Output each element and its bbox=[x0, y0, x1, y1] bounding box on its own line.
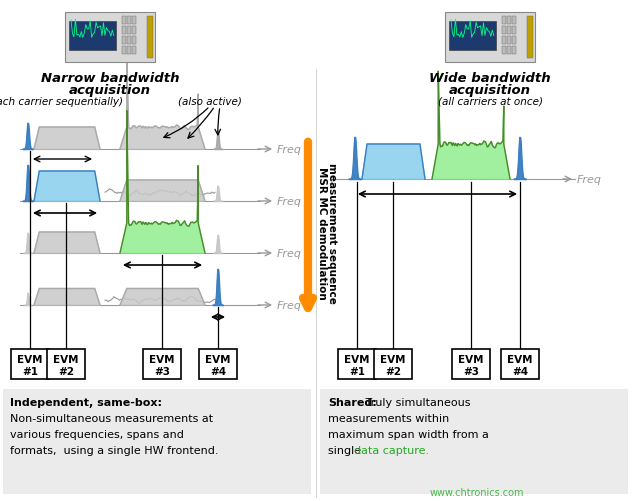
Bar bbox=[512, 27, 516, 35]
Text: www.chtronics.com: www.chtronics.com bbox=[430, 487, 525, 497]
Text: various frequencies, spans and: various frequencies, spans and bbox=[10, 429, 184, 439]
Bar bbox=[507, 17, 511, 25]
Text: measurements within: measurements within bbox=[328, 413, 449, 423]
Polygon shape bbox=[362, 145, 425, 180]
Text: #4: #4 bbox=[210, 366, 226, 376]
Bar bbox=[127, 27, 131, 35]
Bar bbox=[127, 47, 131, 55]
Polygon shape bbox=[34, 232, 100, 254]
Text: Freq: Freq bbox=[277, 248, 302, 259]
Text: EVM: EVM bbox=[53, 354, 79, 364]
FancyBboxPatch shape bbox=[445, 13, 535, 63]
Bar bbox=[501, 349, 539, 379]
Bar bbox=[507, 27, 511, 35]
Bar bbox=[122, 47, 126, 55]
Text: Freq: Freq bbox=[277, 196, 302, 206]
Bar bbox=[127, 17, 131, 25]
Text: Freq: Freq bbox=[577, 175, 602, 185]
Bar bbox=[3, 389, 311, 494]
Text: acquisition: acquisition bbox=[449, 84, 531, 97]
Bar bbox=[502, 37, 506, 45]
Bar bbox=[143, 349, 181, 379]
Polygon shape bbox=[34, 289, 100, 306]
Bar bbox=[132, 47, 136, 55]
Text: #3: #3 bbox=[463, 366, 479, 376]
Bar bbox=[320, 389, 628, 494]
Bar bbox=[122, 27, 126, 35]
Polygon shape bbox=[34, 172, 100, 201]
Bar bbox=[502, 17, 506, 25]
Text: EVM: EVM bbox=[344, 354, 370, 364]
Text: EVM: EVM bbox=[507, 354, 533, 364]
Text: MSR MC demodulation: MSR MC demodulation bbox=[317, 166, 327, 299]
Bar bbox=[449, 22, 495, 51]
Bar bbox=[199, 349, 237, 379]
Bar bbox=[132, 37, 136, 45]
Bar bbox=[69, 22, 116, 51]
Bar bbox=[122, 17, 126, 25]
Bar bbox=[374, 349, 412, 379]
Bar bbox=[127, 37, 131, 45]
Bar bbox=[502, 47, 506, 55]
Polygon shape bbox=[120, 289, 205, 306]
Polygon shape bbox=[120, 64, 205, 150]
Text: data capture.: data capture. bbox=[354, 445, 429, 455]
Bar bbox=[122, 37, 126, 45]
Bar bbox=[512, 17, 516, 25]
Bar bbox=[338, 349, 376, 379]
Text: #1: #1 bbox=[349, 366, 365, 376]
Text: formats,  using a single HW frontend.: formats, using a single HW frontend. bbox=[10, 445, 219, 455]
Text: Independent, same-box:: Independent, same-box: bbox=[10, 397, 162, 407]
Bar bbox=[507, 47, 511, 55]
Bar bbox=[452, 349, 490, 379]
Text: EVM: EVM bbox=[380, 354, 406, 364]
Bar bbox=[47, 349, 85, 379]
Bar bbox=[147, 17, 153, 59]
Text: acquisition: acquisition bbox=[69, 84, 151, 97]
Text: Shared:: Shared: bbox=[328, 397, 377, 407]
Polygon shape bbox=[432, 72, 510, 180]
Text: Freq: Freq bbox=[277, 301, 302, 311]
Bar bbox=[132, 27, 136, 35]
Text: #2: #2 bbox=[385, 366, 401, 376]
Bar bbox=[507, 37, 511, 45]
Bar bbox=[11, 349, 49, 379]
FancyBboxPatch shape bbox=[65, 13, 155, 63]
Polygon shape bbox=[34, 128, 100, 150]
Text: single: single bbox=[328, 445, 365, 455]
Bar bbox=[527, 17, 533, 59]
Text: EVM: EVM bbox=[17, 354, 43, 364]
Text: Truly simultaneous: Truly simultaneous bbox=[362, 397, 470, 407]
Polygon shape bbox=[120, 111, 205, 254]
Text: measurement sequence: measurement sequence bbox=[327, 162, 337, 303]
Text: Freq: Freq bbox=[277, 145, 302, 155]
Polygon shape bbox=[120, 181, 205, 201]
Text: Non-simultaneous measurements at: Non-simultaneous measurements at bbox=[10, 413, 213, 423]
Text: Narrow bandwidth: Narrow bandwidth bbox=[40, 72, 179, 85]
Text: #3: #3 bbox=[154, 366, 170, 376]
Text: (also active): (also active) bbox=[178, 97, 242, 107]
Bar bbox=[502, 27, 506, 35]
Text: (each carrier sequentially): (each carrier sequentially) bbox=[0, 97, 123, 107]
Bar bbox=[512, 47, 516, 55]
Text: (all carriers at once): (all carriers at once) bbox=[437, 97, 542, 107]
Text: maximum span width from a: maximum span width from a bbox=[328, 429, 489, 439]
Text: EVM: EVM bbox=[205, 354, 231, 364]
Text: EVM: EVM bbox=[458, 354, 483, 364]
Text: EVM: EVM bbox=[149, 354, 175, 364]
Bar bbox=[132, 17, 136, 25]
Text: #2: #2 bbox=[58, 366, 74, 376]
Bar bbox=[512, 37, 516, 45]
Text: #1: #1 bbox=[22, 366, 38, 376]
Text: #4: #4 bbox=[512, 366, 528, 376]
Text: Wide bandwidth: Wide bandwidth bbox=[429, 72, 551, 85]
